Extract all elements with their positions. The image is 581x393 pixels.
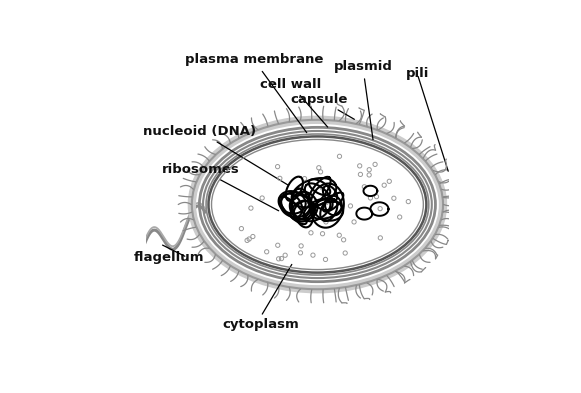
Text: plasmid: plasmid — [333, 61, 392, 140]
Ellipse shape — [209, 136, 426, 273]
Text: capsule: capsule — [291, 93, 354, 119]
Text: pili: pili — [406, 67, 429, 80]
Text: cell wall: cell wall — [260, 77, 328, 127]
Text: cytoplasm: cytoplasm — [223, 318, 299, 331]
Text: nucleoid (DNA): nucleoid (DNA) — [143, 125, 288, 185]
Text: flagellum: flagellum — [134, 251, 205, 264]
Text: plasma membrane: plasma membrane — [185, 53, 323, 133]
Text: ribosomes: ribosomes — [162, 163, 279, 211]
